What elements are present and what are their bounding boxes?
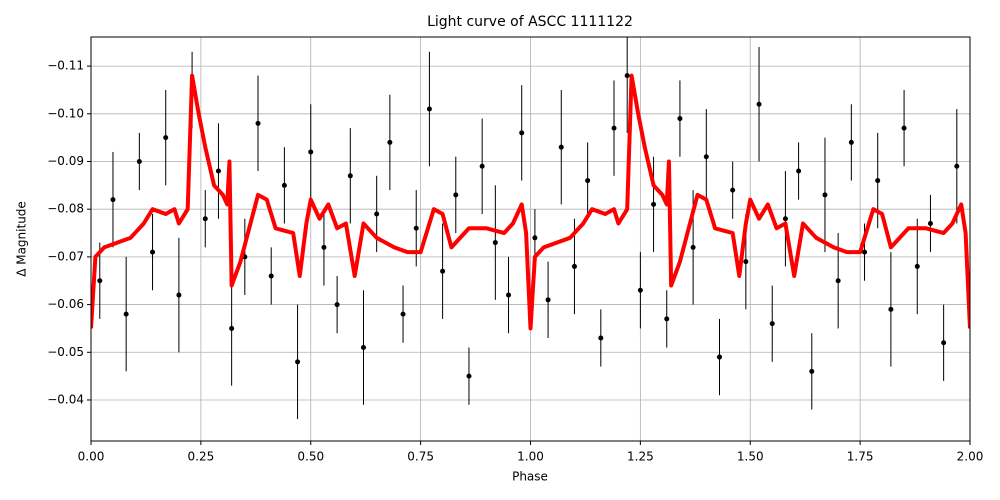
data-point bbox=[809, 368, 815, 374]
data-point bbox=[835, 278, 841, 284]
data-point bbox=[624, 73, 630, 79]
data-point bbox=[374, 211, 380, 217]
chart-title: Light curve of ASCC 1111122 bbox=[427, 14, 633, 30]
y-tick-label: −0.09 bbox=[47, 154, 84, 168]
data-point bbox=[110, 197, 116, 203]
data-point bbox=[703, 154, 709, 160]
data-point bbox=[295, 359, 301, 365]
data-point bbox=[901, 125, 907, 131]
data-point bbox=[848, 139, 854, 145]
data-point bbox=[321, 244, 327, 250]
data-point bbox=[97, 278, 103, 284]
data-point bbox=[664, 316, 670, 322]
data-point bbox=[255, 120, 261, 126]
data-point bbox=[426, 106, 432, 112]
data-point bbox=[229, 325, 235, 331]
data-point bbox=[822, 192, 828, 198]
data-point bbox=[611, 125, 617, 131]
data-point bbox=[506, 292, 512, 298]
data-point bbox=[941, 340, 947, 346]
data-point bbox=[413, 225, 419, 231]
data-point bbox=[637, 287, 643, 293]
data-point bbox=[954, 163, 960, 169]
data-point bbox=[927, 220, 933, 226]
data-point bbox=[281, 182, 287, 188]
data-point bbox=[756, 101, 762, 107]
y-tick-label: −0.05 bbox=[47, 345, 84, 359]
data-point bbox=[571, 263, 577, 269]
data-point bbox=[914, 263, 920, 269]
y-tick-label: −0.08 bbox=[47, 202, 84, 216]
data-point bbox=[730, 187, 736, 193]
data-point bbox=[690, 244, 696, 250]
data-point bbox=[716, 354, 722, 360]
data-point bbox=[479, 163, 485, 169]
x-tick-label: 0.50 bbox=[297, 450, 324, 464]
data-point bbox=[875, 178, 881, 184]
data-point bbox=[387, 139, 393, 145]
data-point bbox=[519, 130, 525, 136]
data-point bbox=[202, 216, 208, 222]
data-point bbox=[796, 168, 802, 174]
data-point bbox=[769, 321, 775, 327]
y-tick-label: −0.10 bbox=[47, 106, 84, 120]
x-tick-label: 0.00 bbox=[78, 450, 105, 464]
data-point bbox=[163, 135, 169, 141]
data-point bbox=[400, 311, 406, 317]
data-point bbox=[308, 149, 314, 155]
x-tick-label: 0.25 bbox=[188, 450, 215, 464]
data-point bbox=[453, 192, 459, 198]
x-tick-label: 1.25 bbox=[627, 450, 654, 464]
data-point bbox=[123, 311, 129, 317]
data-point bbox=[862, 249, 868, 255]
data-point bbox=[150, 249, 156, 255]
data-point bbox=[215, 168, 221, 174]
data-point bbox=[545, 297, 551, 303]
data-point bbox=[598, 335, 604, 341]
data-point bbox=[492, 240, 498, 246]
data-point bbox=[558, 144, 564, 150]
data-point bbox=[347, 173, 353, 179]
data-point bbox=[360, 345, 366, 351]
y-tick-label: −0.06 bbox=[47, 297, 84, 311]
data-point bbox=[677, 116, 683, 122]
x-tick-label: 1.00 bbox=[517, 450, 544, 464]
y-tick-label: −0.04 bbox=[47, 392, 84, 406]
data-point bbox=[176, 292, 182, 298]
plot-area bbox=[91, 37, 970, 420]
data-point bbox=[440, 268, 446, 274]
x-tick-label: 1.75 bbox=[847, 450, 874, 464]
data-point bbox=[651, 201, 657, 207]
data-point bbox=[268, 273, 274, 279]
x-axis-label: Phase bbox=[512, 470, 548, 484]
data-point bbox=[888, 306, 894, 312]
data-point bbox=[466, 373, 472, 379]
data-point bbox=[334, 302, 340, 308]
data-point bbox=[136, 158, 142, 164]
x-tick-label: 1.50 bbox=[737, 450, 764, 464]
y-tick-label: −0.11 bbox=[47, 59, 84, 73]
y-tick-label: −0.07 bbox=[47, 249, 84, 263]
data-point bbox=[782, 216, 788, 222]
x-tick-label: 0.75 bbox=[407, 450, 434, 464]
y-axis-label: Δ Magnitude bbox=[15, 201, 29, 277]
data-point bbox=[743, 259, 749, 265]
x-tick-label: 2.00 bbox=[957, 450, 984, 464]
data-point bbox=[585, 178, 591, 184]
data-point bbox=[532, 235, 538, 241]
fit-line bbox=[91, 73, 970, 331]
